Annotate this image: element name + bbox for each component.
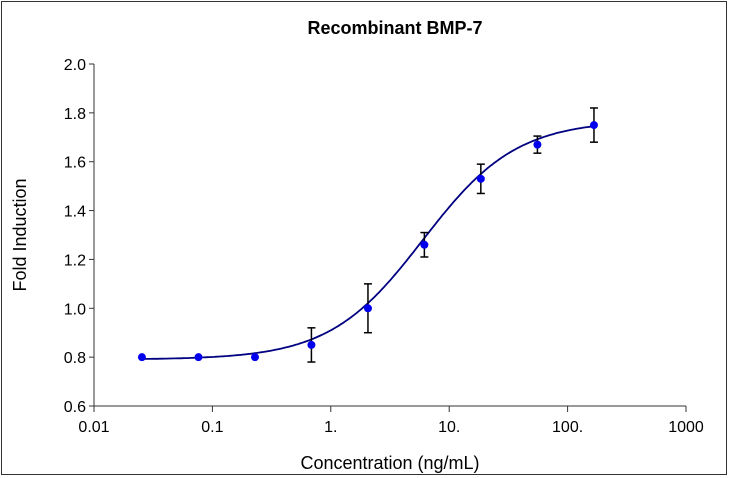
y-tick-label: 0.6 — [64, 399, 86, 416]
data-point — [137, 353, 146, 362]
data-point — [194, 353, 203, 362]
y-tick-label: 1.2 — [64, 252, 86, 269]
y-tick-label: 1.0 — [64, 301, 86, 318]
data-point — [589, 121, 598, 130]
x-tick-label: 1000 — [668, 419, 704, 436]
x-tick-label: 1. — [324, 419, 337, 436]
data-point — [307, 340, 316, 349]
x-tick-label: 0.1 — [201, 419, 223, 436]
data-point — [476, 174, 485, 183]
y-tick-label: 1.6 — [64, 155, 86, 172]
data-point — [420, 240, 429, 249]
y-tick-label: 0.8 — [64, 350, 86, 367]
x-tick-label: 0.01 — [78, 419, 109, 436]
y-tick-label: 1.8 — [64, 106, 86, 123]
data-point — [363, 304, 372, 313]
data-point — [251, 353, 260, 362]
x-axis-label: Concentration (ng/mL) — [300, 453, 479, 473]
y-tick-label: 1.4 — [64, 204, 86, 221]
chart-title: Recombinant BMP-7 — [307, 18, 482, 38]
x-tick-label: 100. — [552, 419, 583, 436]
x-tick-label: 10. — [438, 419, 460, 436]
y-tick-label: 2.0 — [64, 57, 86, 74]
y-axis-label: Fold Induction — [10, 178, 30, 291]
data-point — [533, 140, 542, 149]
